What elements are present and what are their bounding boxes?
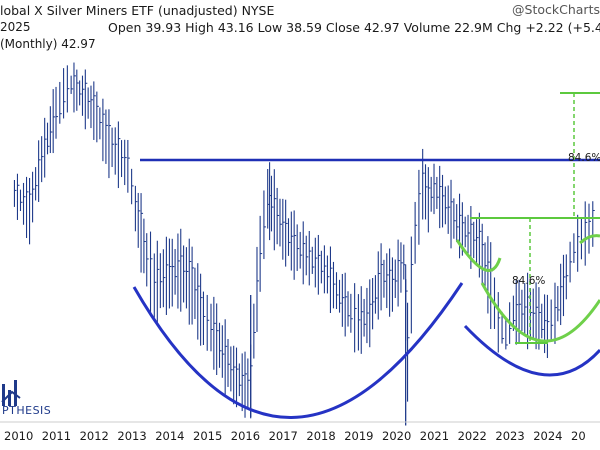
price-bars: [13, 62, 595, 426]
logo-text: PTHESIS: [2, 404, 52, 417]
x-tick-label: 2019: [344, 429, 373, 443]
chart-title: lobal X Silver Miners ETF (unadjusted) N…: [0, 3, 275, 18]
handle-curve-outer: [480, 282, 600, 343]
ohlc-readout: Open 39.93 High 43.16 Low 38.59 Close 42…: [108, 20, 600, 35]
bar-chart-logo-icon: [1, 380, 21, 406]
measure-label-big: 84.6%: [568, 152, 600, 164]
series-legend: (Monthly) 42.97: [0, 37, 96, 51]
x-tick-label: 2010: [4, 429, 33, 443]
x-tick-label: 2012: [80, 429, 109, 443]
x-axis: 2010 2011 2012 2013 2014 2015 2016 2017 2018 2019…: [0, 421, 600, 443]
chart-date: 2025: [0, 20, 31, 34]
brand-watermark: @StockCharts: [512, 2, 600, 17]
pattern-overlays: 84.6% 84.6%: [132, 92, 600, 419]
x-tick-label: 2021: [420, 429, 449, 443]
x-tick-label: 2023: [495, 429, 524, 443]
big-cup-curve: [132, 282, 464, 419]
handle-curve-inner: [455, 239, 502, 272]
x-tick-label: 2024: [533, 429, 562, 443]
x-tick-label: 2013: [117, 429, 146, 443]
x-tick-label: 2011: [42, 429, 71, 443]
x-tick-label: 2015: [193, 429, 222, 443]
handle-curve-right: [578, 234, 600, 245]
small-cup-curve: [463, 324, 600, 377]
x-tick-label: 2016: [231, 429, 260, 443]
x-tick-label: 20: [571, 429, 586, 443]
x-tick-label: 2014: [155, 429, 184, 443]
chart-header: lobal X Silver Miners ETF (unadjusted) N…: [0, 0, 600, 52]
x-tick-label: 2022: [458, 429, 487, 443]
x-tick-label: 2018: [306, 429, 335, 443]
x-tick-label: 2017: [269, 429, 298, 443]
x-tick-label: 2020: [382, 429, 411, 443]
measure-label-small: 84.6%: [512, 275, 545, 287]
